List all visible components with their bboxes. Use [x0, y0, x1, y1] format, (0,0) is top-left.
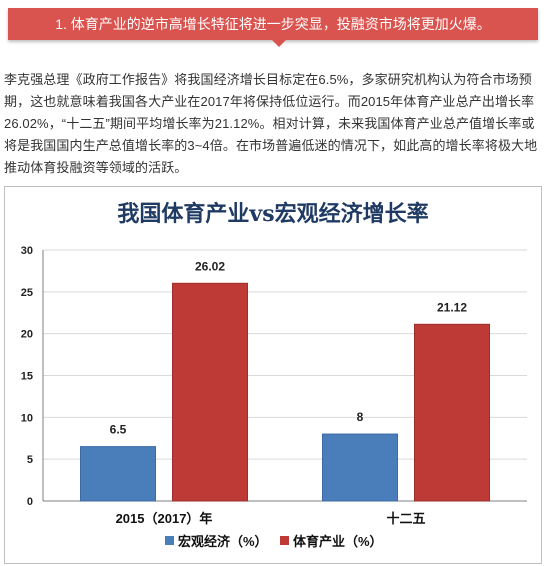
- bar-macro-0: [80, 446, 156, 502]
- x-tick-label-0: 2015（2017）年: [116, 511, 213, 526]
- y-tick-label-4: 20: [21, 329, 33, 341]
- y-tick-label-3: 15: [21, 371, 33, 383]
- data-label-0-0: 6.5: [110, 423, 127, 437]
- y-tick-label-0: 0: [27, 496, 33, 508]
- legend-swatch-1: [280, 536, 289, 545]
- x-tick-label-1: 十二五: [386, 511, 425, 526]
- legend-label-1: 体育产业（%）: [293, 534, 383, 549]
- chart-title: 我国体育产业vs宏观经济增长率: [117, 201, 428, 227]
- section-banner: 1. 体育产业的逆市高增长特征将进一步突显，投融资市场将更加火爆。: [8, 8, 538, 40]
- bar-chart: 我国体育产业vs宏观经济增长率 0 5 10 15 20 25 30 6.5 26.02 2015（…: [21, 201, 527, 549]
- legend-label-0: 宏观经济（%）: [178, 534, 268, 549]
- bar-macro-1: [322, 433, 398, 502]
- banner-pointer: [272, 40, 286, 47]
- bar-sports-0: [172, 282, 248, 502]
- legend-swatch-0: [165, 536, 174, 545]
- y-tick-label-6: 30: [21, 245, 33, 257]
- y-tick-label-1: 5: [27, 454, 33, 466]
- data-label-0-1: 8: [357, 410, 364, 424]
- data-label-1-1: 21.12: [437, 300, 467, 314]
- chart-frame: 我国体育产业vs宏观经济增长率 0 5 10 15 20 25 30 6.5 26.02 2015（…: [4, 186, 542, 564]
- y-tick-label-5: 25: [21, 287, 33, 299]
- data-label-1-0: 26.02: [195, 259, 225, 273]
- banner-text: 1. 体育产业的逆市高增长特征将进一步突显，投融资市场将更加火爆。: [55, 16, 491, 32]
- article-paragraph: 李克强总理《政府工作报告》将我国经济增长目标定在6.5%，多家研究机构认为符合市…: [4, 72, 538, 175]
- bar-sports-1: [414, 323, 490, 502]
- y-tick-label-2: 10: [21, 412, 33, 424]
